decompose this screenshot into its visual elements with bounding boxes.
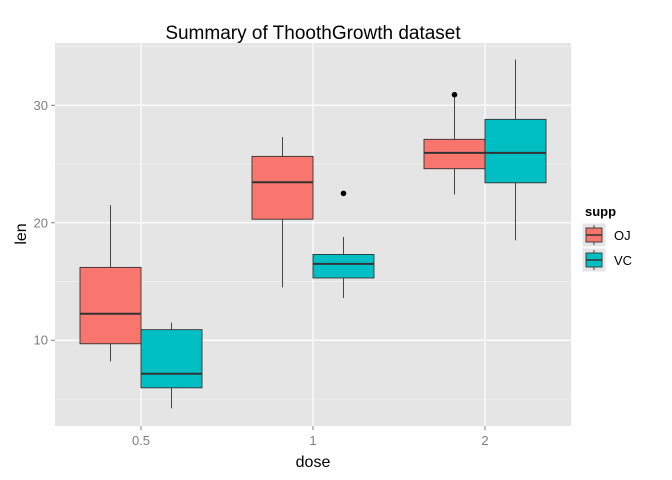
- x-axis-ticks: 0.5 1 2: [132, 426, 489, 448]
- box-body: [251, 155, 314, 220]
- outlier-point: [340, 190, 347, 197]
- box-vc-0.5: [140, 322, 203, 409]
- legend-item-vc: VC: [581, 247, 632, 273]
- x-tick-label: 0.5: [132, 433, 150, 448]
- box-body: [484, 118, 547, 184]
- x-tick-label: 2: [481, 433, 488, 448]
- legend: supp OJ VC: [581, 204, 632, 273]
- legend-title: supp: [585, 204, 616, 219]
- box-body: [79, 266, 142, 345]
- legend-label: VC: [614, 253, 632, 268]
- y-axis-ticks: 10 20 30: [34, 98, 55, 348]
- y-tick-label: 10: [34, 333, 48, 348]
- chart-title: Summary of ThoothGrowth dataset: [165, 23, 461, 44]
- outlier-point: [451, 91, 458, 98]
- box-oj-1: [251, 136, 314, 288]
- box-body: [140, 329, 203, 389]
- x-tick-label: 1: [309, 433, 316, 448]
- box-oj-2: [423, 91, 486, 195]
- legend-label: OJ: [614, 228, 631, 243]
- y-tick-label: 30: [34, 98, 48, 113]
- box-oj-0.5: [79, 205, 142, 362]
- box-body: [312, 254, 375, 279]
- y-tick-label: 20: [34, 215, 48, 230]
- box-vc-2: [484, 59, 547, 241]
- box-body: [423, 138, 486, 170]
- boxes-layer: [79, 59, 547, 409]
- legend-item-oj: OJ: [581, 222, 631, 248]
- box-vc-1: [312, 190, 375, 298]
- y-axis-title: len: [13, 223, 30, 244]
- x-axis-title: dose: [296, 454, 331, 471]
